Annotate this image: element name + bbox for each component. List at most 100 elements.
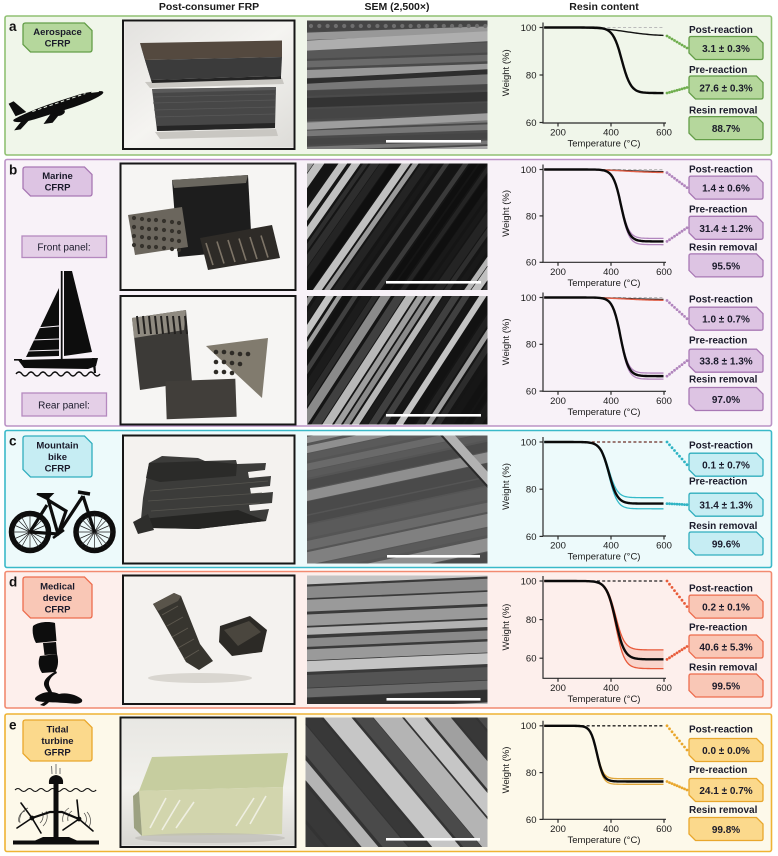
svg-text:c: c bbox=[9, 434, 17, 449]
svg-text:Weight (%): Weight (%) bbox=[501, 49, 512, 96]
svg-text:Post-reaction: Post-reaction bbox=[689, 583, 753, 594]
svg-text:60: 60 bbox=[526, 118, 537, 129]
svg-text:88.7%: 88.7% bbox=[712, 124, 740, 135]
svg-text:0.2 ± 0.1%: 0.2 ± 0.1% bbox=[702, 603, 750, 614]
svg-text:27.6 ± 0.3%: 27.6 ± 0.3% bbox=[699, 84, 752, 95]
svg-text:99.5%: 99.5% bbox=[712, 682, 740, 693]
svg-text:100: 100 bbox=[521, 165, 537, 176]
svg-text:80: 80 bbox=[526, 340, 537, 351]
svg-text:99.6%: 99.6% bbox=[712, 540, 740, 551]
svg-text:Pre-reaction: Pre-reaction bbox=[689, 205, 747, 216]
svg-text:600: 600 bbox=[656, 396, 672, 407]
svg-text:Post-reaction: Post-reaction bbox=[689, 25, 753, 36]
svg-text:100: 100 bbox=[521, 721, 537, 732]
svg-text:CFRP: CFRP bbox=[45, 39, 72, 50]
svg-text:CFRP: CFRP bbox=[45, 604, 72, 615]
svg-text:Post-reaction: Post-reaction bbox=[689, 725, 753, 736]
svg-text:Temperature (°C): Temperature (°C) bbox=[568, 139, 641, 150]
svg-text:Tidal: Tidal bbox=[47, 724, 69, 735]
svg-text:a: a bbox=[9, 19, 17, 34]
svg-text:80: 80 bbox=[526, 615, 537, 626]
svg-text:Temperature (°C): Temperature (°C) bbox=[568, 552, 641, 563]
svg-text:600: 600 bbox=[656, 267, 672, 278]
svg-text:40.6 ± 5.3%: 40.6 ± 5.3% bbox=[699, 643, 752, 654]
svg-text:60: 60 bbox=[526, 258, 537, 269]
svg-text:31.4 ± 1.3%: 31.4 ± 1.3% bbox=[699, 501, 752, 512]
svg-text:Resin removal: Resin removal bbox=[689, 105, 758, 116]
svg-text:3.1 ± 0.3%: 3.1 ± 0.3% bbox=[702, 44, 750, 55]
svg-text:400: 400 bbox=[603, 683, 619, 694]
svg-text:Rear panel:: Rear panel: bbox=[38, 401, 90, 412]
svg-text:60: 60 bbox=[526, 532, 537, 543]
svg-text:Weight (%): Weight (%) bbox=[501, 463, 512, 510]
svg-text:Resin removal: Resin removal bbox=[689, 663, 758, 674]
svg-text:Resin removal: Resin removal bbox=[689, 242, 758, 253]
svg-text:Pre-reaction: Pre-reaction bbox=[689, 335, 747, 346]
svg-text:Pre-reaction: Pre-reaction bbox=[689, 765, 747, 776]
svg-text:99.8%: 99.8% bbox=[712, 825, 740, 836]
svg-text:device: device bbox=[43, 593, 73, 604]
svg-text:Marine: Marine bbox=[42, 171, 73, 182]
svg-text:Pre-reaction: Pre-reaction bbox=[689, 476, 747, 487]
svg-text:200: 200 bbox=[550, 267, 566, 278]
svg-text:400: 400 bbox=[603, 396, 619, 407]
svg-text:Weight (%): Weight (%) bbox=[501, 190, 512, 237]
svg-text:80: 80 bbox=[526, 768, 537, 779]
svg-text:100: 100 bbox=[521, 437, 537, 448]
svg-text:95.5%: 95.5% bbox=[712, 261, 740, 272]
svg-text:Front panel:: Front panel: bbox=[37, 243, 90, 254]
svg-text:GFRP: GFRP bbox=[44, 747, 71, 758]
svg-text:Temperature (°C): Temperature (°C) bbox=[568, 278, 641, 289]
svg-text:97.0%: 97.0% bbox=[712, 395, 740, 406]
svg-text:Weight (%): Weight (%) bbox=[501, 318, 512, 365]
svg-text:100: 100 bbox=[521, 23, 537, 34]
svg-text:1.4 ± 0.6%: 1.4 ± 0.6% bbox=[702, 184, 750, 195]
svg-text:Mountain: Mountain bbox=[36, 440, 78, 451]
svg-text:b: b bbox=[9, 163, 17, 178]
svg-text:600: 600 bbox=[656, 128, 672, 139]
svg-text:400: 400 bbox=[603, 541, 619, 552]
svg-text:400: 400 bbox=[603, 824, 619, 835]
svg-text:Post-reaction: Post-reaction bbox=[689, 165, 753, 176]
svg-text:60: 60 bbox=[526, 387, 537, 398]
svg-text:Weight (%): Weight (%) bbox=[501, 747, 512, 794]
svg-text:1.0 ± 0.7%: 1.0 ± 0.7% bbox=[702, 315, 750, 326]
svg-text:CFRP: CFRP bbox=[45, 183, 72, 194]
svg-text:80: 80 bbox=[526, 485, 537, 496]
svg-text:400: 400 bbox=[603, 128, 619, 139]
svg-text:d: d bbox=[9, 575, 17, 590]
svg-text:Resin removal: Resin removal bbox=[689, 374, 758, 385]
svg-text:400: 400 bbox=[603, 267, 619, 278]
svg-text:e: e bbox=[9, 718, 17, 733]
svg-text:Temperature (°C): Temperature (°C) bbox=[568, 407, 641, 418]
svg-text:80: 80 bbox=[526, 211, 537, 222]
svg-text:31.4 ± 1.2%: 31.4 ± 1.2% bbox=[699, 224, 752, 235]
svg-text:200: 200 bbox=[550, 128, 566, 139]
svg-text:60: 60 bbox=[526, 815, 537, 826]
svg-text:Temperature (°C): Temperature (°C) bbox=[568, 835, 641, 846]
svg-text:200: 200 bbox=[550, 396, 566, 407]
svg-text:24.1 ± 0.7%: 24.1 ± 0.7% bbox=[699, 786, 752, 797]
svg-text:CFRP: CFRP bbox=[45, 463, 72, 474]
svg-text:Weight (%): Weight (%) bbox=[501, 604, 512, 651]
svg-text:Resin content: Resin content bbox=[569, 1, 639, 13]
svg-text:SEM (2,500×): SEM (2,500×) bbox=[364, 1, 429, 13]
svg-text:60: 60 bbox=[526, 654, 537, 665]
svg-text:Resin removal: Resin removal bbox=[689, 521, 758, 532]
svg-text:600: 600 bbox=[656, 824, 672, 835]
svg-text:80: 80 bbox=[526, 70, 537, 81]
svg-text:0.1 ± 0.7%: 0.1 ± 0.7% bbox=[702, 461, 750, 472]
svg-text:turbine: turbine bbox=[41, 736, 73, 747]
svg-text:Post-reaction: Post-reaction bbox=[689, 295, 753, 306]
svg-text:100: 100 bbox=[521, 293, 537, 304]
svg-text:Medical: Medical bbox=[40, 581, 75, 592]
svg-text:600: 600 bbox=[656, 541, 672, 552]
svg-text:Resin removal: Resin removal bbox=[689, 805, 758, 816]
svg-text:100: 100 bbox=[521, 576, 537, 587]
svg-text:Pre-reaction: Pre-reaction bbox=[689, 622, 747, 633]
svg-text:600: 600 bbox=[656, 683, 672, 694]
svg-text:200: 200 bbox=[550, 683, 566, 694]
svg-text:Pre-reaction: Pre-reaction bbox=[689, 65, 747, 76]
svg-text:Post-consumer FRP: Post-consumer FRP bbox=[159, 1, 259, 13]
svg-text:bike: bike bbox=[48, 452, 67, 463]
